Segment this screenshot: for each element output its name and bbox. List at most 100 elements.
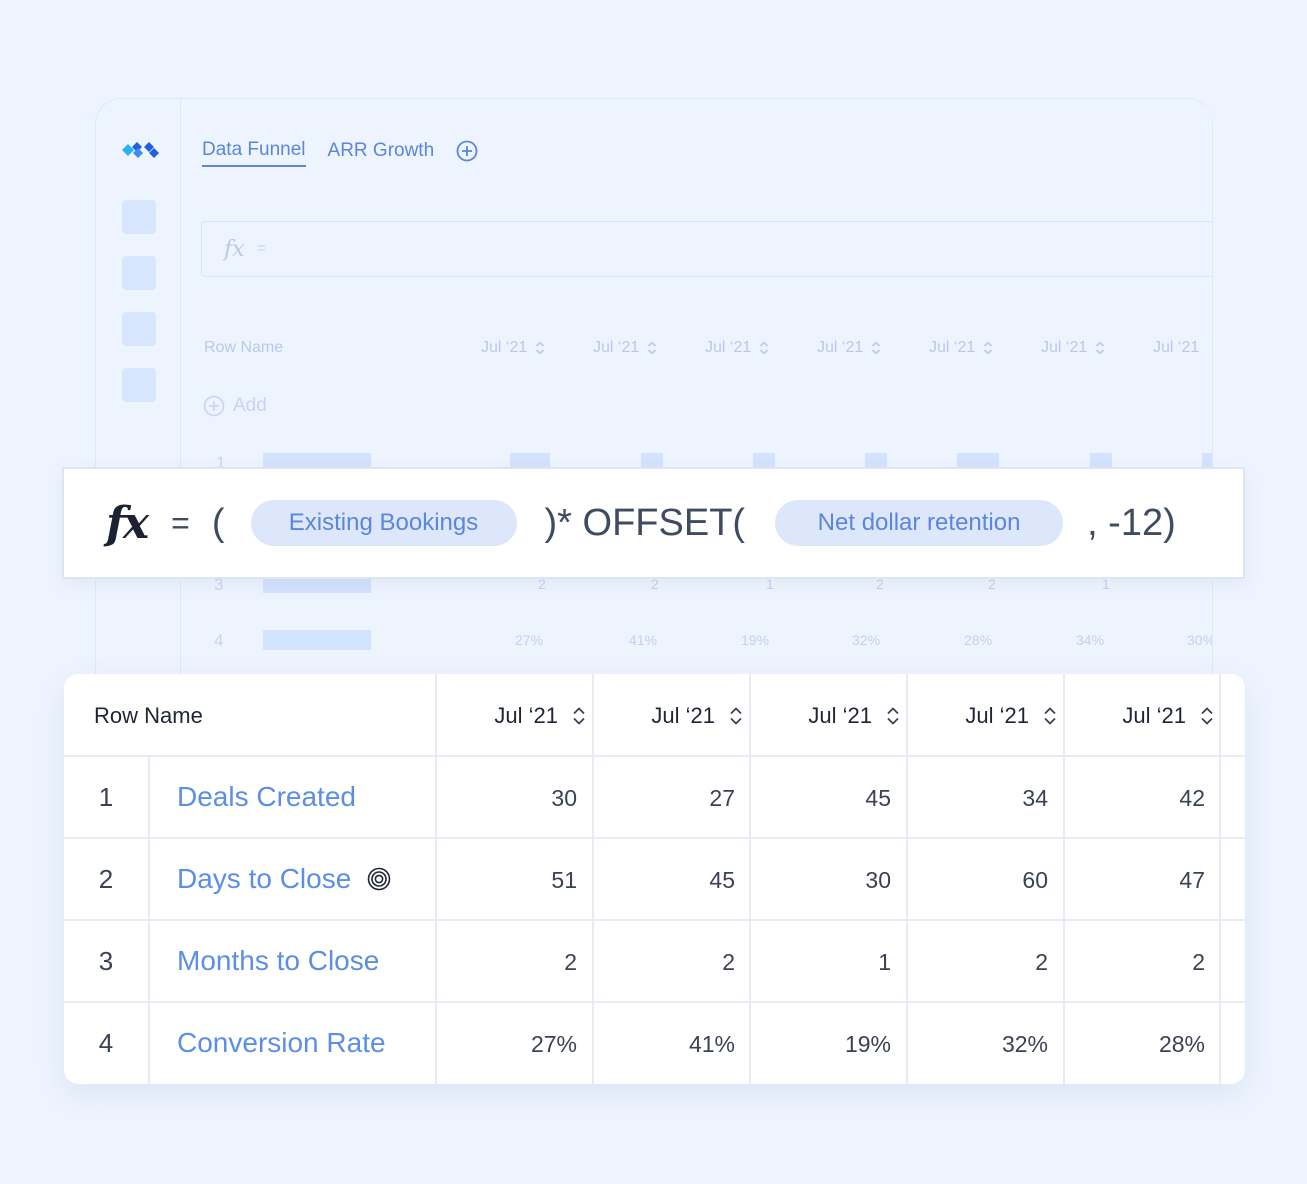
fx-icon: fx: [106, 497, 149, 549]
target-icon[interactable]: [367, 867, 391, 891]
cell-value: 41%: [629, 632, 658, 648]
row-number: 1: [98, 782, 114, 812]
cell-value: 28%: [964, 632, 993, 648]
row-number: 2: [98, 864, 114, 894]
cell-value: 30%: [1187, 632, 1213, 648]
table-cell[interactable]: 19%: [844, 1031, 891, 1057]
column-header-2[interactable]: Jul ‘21: [593, 703, 743, 729]
row-name-placeholder: [263, 630, 371, 650]
row-divider: [64, 755, 1245, 757]
column-header-4[interactable]: Jul ‘21: [907, 703, 1057, 729]
formula-equals: =: [171, 504, 190, 541]
sort-icon[interactable]: [729, 706, 743, 726]
table-cell[interactable]: 34: [1022, 785, 1048, 811]
sort-icon: [1096, 341, 1105, 355]
table-cell[interactable]: 51: [551, 867, 577, 893]
column-header[interactable]: Jul ‘21: [593, 339, 657, 357]
sidebar-item-4[interactable]: [122, 368, 156, 402]
add-label: Add: [233, 395, 267, 416]
row-divider: [64, 1001, 1245, 1003]
column-divider: [1063, 674, 1065, 1084]
column-header[interactable]: Jul ‘21: [705, 339, 769, 357]
formula-open-paren: (: [211, 501, 225, 544]
background-table-header: Row Name Jul ‘21 Jul ‘21 Jul ‘21 Jul ‘21…: [201, 329, 1213, 369]
formula-function: )* OFFSET(: [544, 501, 746, 544]
cell-value: 2: [538, 576, 546, 592]
sort-icon: [536, 341, 545, 355]
cell-value: 32%: [852, 632, 881, 648]
row-divider: [64, 919, 1245, 921]
sort-icon[interactable]: [886, 706, 900, 726]
table-cell[interactable]: 2: [564, 949, 577, 975]
table-cell[interactable]: 42: [1179, 785, 1205, 811]
column-header[interactable]: Jul ‘21: [1153, 339, 1200, 356]
sidebar-item-2[interactable]: [122, 256, 156, 290]
table-cell[interactable]: 27%: [530, 1031, 577, 1057]
row-name-deals-created[interactable]: Deals Created: [177, 781, 356, 812]
row-divider: [64, 837, 1245, 839]
cell-value: 1: [1102, 576, 1110, 592]
sort-icon[interactable]: [1043, 706, 1057, 726]
formula-reference-net-dollar-retention[interactable]: Net dollar retention: [775, 500, 1064, 546]
tab-bar: Data Funnel ARR Growth: [202, 139, 478, 167]
column-divider: [435, 674, 437, 1084]
column-divider: [148, 756, 150, 1084]
column-header[interactable]: Jul ‘21: [1041, 339, 1105, 357]
column-header-5[interactable]: Jul ‘21: [1064, 703, 1214, 729]
table-cell[interactable]: 47: [1179, 867, 1205, 893]
sort-icon: [760, 341, 769, 355]
tab-arr-growth[interactable]: ARR Growth: [327, 140, 435, 161]
cell-value: 34%: [1076, 632, 1105, 648]
sort-icon[interactable]: [572, 706, 586, 726]
fx-icon: fx: [224, 236, 245, 262]
table-cell[interactable]: 45: [709, 867, 735, 893]
row-name-months-to-close[interactable]: Months to Close: [177, 945, 380, 976]
row-name-days-to-close[interactable]: Days to Close: [177, 863, 391, 895]
sort-icon: [872, 341, 881, 355]
table-cell[interactable]: 1: [878, 949, 891, 975]
add-row-button[interactable]: Add: [203, 395, 267, 417]
data-table: Row Name Jul ‘21 Jul ‘21 Jul ‘21 Jul ‘21…: [64, 674, 1245, 1084]
column-divider: [592, 674, 594, 1084]
add-icon: [203, 395, 225, 417]
row-number: 3: [98, 946, 114, 976]
table-cell[interactable]: 28%: [1158, 1031, 1205, 1057]
cell-value: 2: [876, 576, 884, 592]
row-name-conversion-rate[interactable]: Conversion Rate: [177, 1027, 386, 1058]
column-divider: [1219, 674, 1221, 1084]
sidebar-item-3[interactable]: [122, 312, 156, 346]
add-tab-icon[interactable]: [456, 140, 478, 162]
table-cell[interactable]: 27: [709, 785, 735, 811]
sidebar-rail: [96, 99, 181, 797]
formula-reference-existing-bookings[interactable]: Existing Bookings: [250, 500, 517, 546]
row-number: 4: [214, 631, 224, 650]
table-cell[interactable]: 45: [865, 785, 891, 811]
formula-input-background[interactable]: fx =: [201, 221, 1213, 277]
table-cell[interactable]: 32%: [1001, 1031, 1048, 1057]
formula-bar[interactable]: fx = ( Existing Bookings )* OFFSET( Net …: [62, 467, 1245, 579]
cell-value: 1: [766, 576, 774, 592]
column-header[interactable]: Jul ‘21: [929, 339, 993, 357]
table-cell[interactable]: 60: [1022, 867, 1048, 893]
row-number: 4: [98, 1028, 114, 1058]
table-cell[interactable]: 41%: [688, 1031, 735, 1057]
cell-value: 2: [651, 576, 659, 592]
row-name-header: Row Name: [94, 703, 203, 728]
column-header[interactable]: Jul ‘21: [817, 339, 881, 357]
column-header-3[interactable]: Jul ‘21: [750, 703, 900, 729]
table-cell[interactable]: 2: [722, 949, 735, 975]
column-header-1[interactable]: Jul ‘21: [436, 703, 586, 729]
sidebar-item-1[interactable]: [122, 200, 156, 234]
formula-tail: , -12): [1087, 501, 1176, 544]
table-cell[interactable]: 2: [1035, 949, 1048, 975]
table-cell[interactable]: 30: [551, 785, 577, 811]
column-header[interactable]: Jul ‘21: [481, 339, 545, 357]
formula-equals: =: [256, 240, 266, 257]
sort-icon[interactable]: [1200, 706, 1214, 726]
table-cell[interactable]: 30: [865, 867, 891, 893]
app-logo-icon: [122, 142, 159, 158]
row-name-placeholder: [263, 577, 371, 593]
sort-icon: [984, 341, 993, 355]
tab-data-funnel[interactable]: Data Funnel: [202, 139, 306, 167]
table-cell[interactable]: 2: [1192, 949, 1205, 975]
